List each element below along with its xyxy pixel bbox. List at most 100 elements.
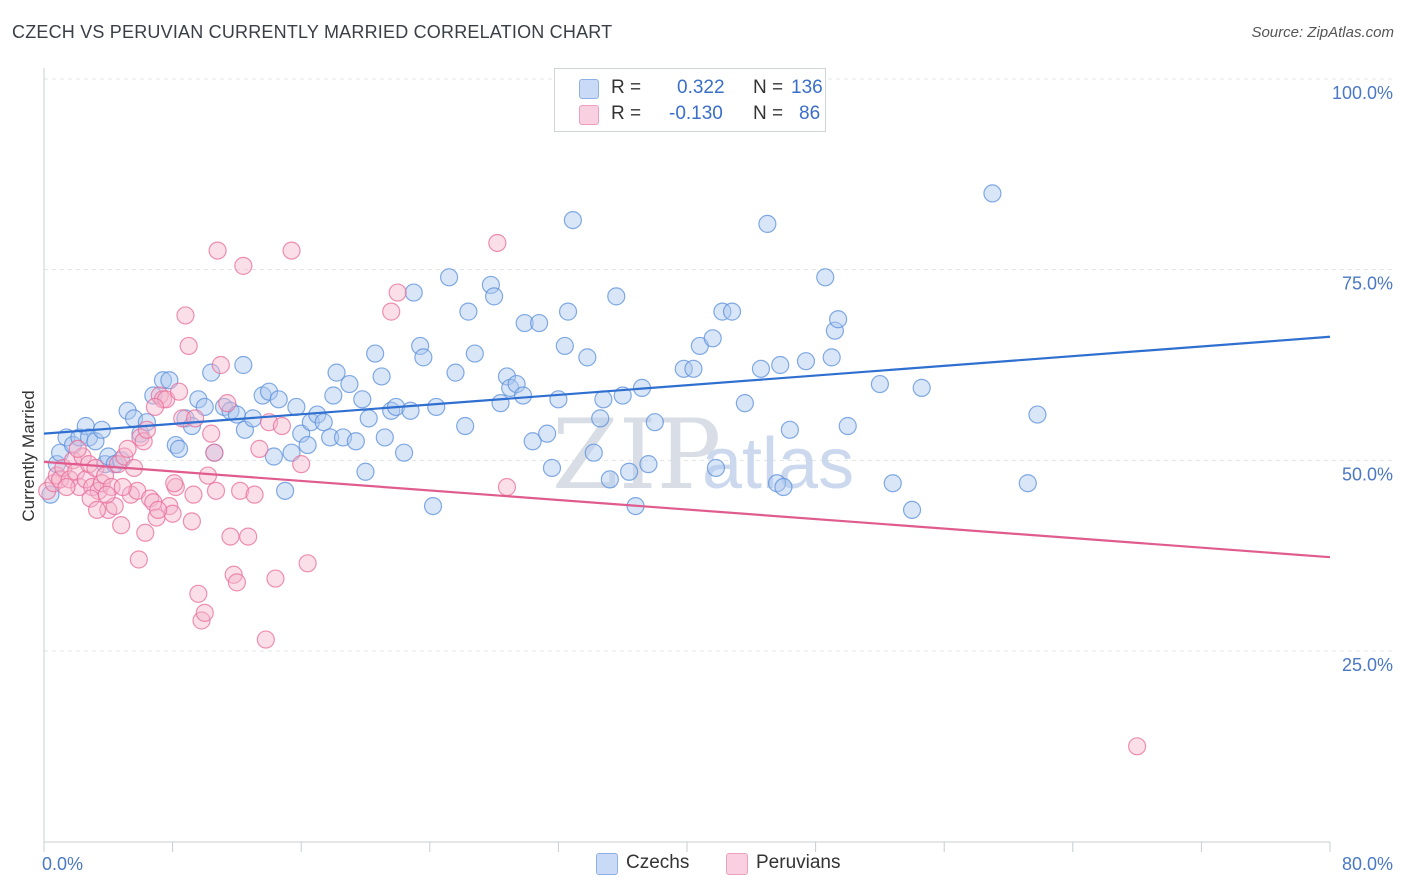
data-point: [340, 374, 359, 394]
legend-r-value: -0.130: [669, 103, 723, 124]
data-point: [129, 550, 148, 569]
series-czechs: [41, 184, 1047, 520]
legend-swatch-peruvians: [579, 105, 599, 125]
data-point: [87, 500, 107, 520]
data-point: [182, 512, 201, 531]
legend-n-value: 86: [799, 103, 821, 124]
watermark-zip: ZIP: [552, 399, 721, 511]
data-point: [513, 386, 533, 405]
data-point: [298, 554, 317, 573]
data-point: [250, 439, 269, 458]
data-point: [97, 485, 116, 504]
data-point: [591, 409, 610, 428]
data-point: [404, 283, 423, 302]
axes: [43, 68, 1331, 852]
bottom-legend-label-peruvians: Peruvians: [756, 852, 841, 873]
data-point: [346, 432, 365, 451]
y-axis-label: Currently Married: [19, 390, 38, 521]
legend-n-value: 136: [791, 77, 823, 98]
data-point: [620, 462, 639, 481]
data-point: [706, 458, 726, 478]
data-point: [774, 477, 793, 497]
data-point: [245, 485, 264, 504]
data-point: [269, 390, 288, 409]
data-point: [515, 313, 534, 333]
data-point: [366, 344, 385, 363]
data-point: [497, 477, 517, 497]
data-point: [169, 439, 189, 458]
legend-r-label: R =: [611, 103, 642, 124]
chart-title: CZECH VS PERUVIAN CURRENTLY MARRIED CORR…: [12, 22, 613, 42]
data-point: [38, 481, 57, 500]
data-point: [735, 394, 754, 413]
data-point: [186, 409, 205, 428]
data-point: [195, 603, 214, 622]
data-point: [227, 573, 246, 592]
data-point: [356, 462, 375, 481]
data-point: [179, 336, 198, 356]
data-point: [822, 348, 841, 367]
data-point: [276, 481, 295, 500]
data-point: [163, 504, 182, 523]
data-point: [594, 390, 613, 409]
data-point: [456, 416, 475, 436]
y-tick-label: 25.0%: [1342, 655, 1393, 675]
data-point: [902, 500, 922, 520]
data-point: [427, 397, 446, 417]
data-point: [287, 397, 306, 417]
data-point: [639, 455, 658, 474]
source-label: Source: ZipAtlas.com: [1251, 24, 1394, 41]
data-point: [234, 256, 253, 275]
data-point: [189, 584, 208, 603]
data-point: [256, 630, 275, 649]
data-point: [137, 420, 156, 439]
trend-lines: [43, 335, 1331, 559]
data-point: [272, 416, 292, 436]
data-point: [883, 474, 902, 493]
data-point: [259, 382, 279, 401]
data-point: [113, 477, 132, 497]
data-point: [645, 413, 664, 432]
data-point: [327, 363, 346, 382]
data-point: [542, 458, 562, 478]
data-point: [68, 439, 87, 458]
data-point: [208, 241, 227, 260]
data-point: [165, 474, 184, 493]
data-point: [555, 336, 574, 356]
data-point: [411, 336, 430, 356]
data-point: [465, 344, 484, 363]
bottom-legend-swatch-czechs: [596, 853, 618, 875]
data-point: [523, 432, 542, 451]
data-point: [558, 302, 578, 321]
data-point: [57, 477, 76, 497]
data-point: [375, 428, 394, 447]
data-point: [189, 390, 208, 409]
data-point: [198, 466, 218, 485]
data-point: [538, 424, 557, 443]
data-point: [353, 390, 372, 409]
grid-lines: [44, 78, 1392, 652]
data-point: [507, 374, 526, 394]
data-point: [439, 268, 459, 287]
legend-n-label: N =: [753, 103, 784, 124]
data-point: [1028, 405, 1047, 424]
data-point: [758, 214, 777, 234]
bottom-legend-swatch-peruvians: [726, 853, 748, 875]
data-point: [184, 485, 203, 504]
data-point: [684, 359, 703, 378]
data-point: [713, 302, 732, 321]
data-point: [388, 283, 407, 302]
y-tick-label: 75.0%: [1342, 274, 1393, 294]
legend-n-label: N =: [753, 77, 784, 98]
data-point: [118, 401, 137, 420]
data-point: [149, 500, 168, 520]
y-tick-label: 100.0%: [1332, 83, 1393, 103]
data-point: [870, 374, 890, 394]
data-point: [292, 455, 311, 474]
data-point: [211, 355, 230, 375]
data-point: [136, 523, 155, 542]
data-point: [145, 397, 165, 417]
data-point: [485, 287, 504, 306]
data-point: [282, 241, 301, 260]
data-point: [221, 527, 240, 546]
